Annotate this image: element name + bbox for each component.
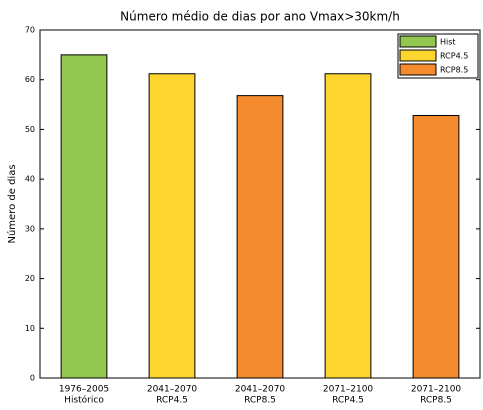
y-tick-label: 20	[25, 274, 35, 283]
bar	[324, 73, 372, 379]
legend-swatch	[399, 49, 437, 62]
y-tick-label: 30	[25, 224, 35, 233]
x-tick-label: 2071–2100	[411, 385, 462, 395]
y-axis-label: Número de dias	[6, 164, 18, 243]
x-tick-label: Histórico	[64, 395, 104, 406]
y-tick-label: 70	[25, 26, 35, 35]
legend-label: Hist	[440, 38, 456, 47]
x-tick-label: RCP8.5	[244, 396, 276, 406]
legend-label: RCP8.5	[440, 66, 468, 75]
y-tick-label: 60	[25, 75, 35, 84]
x-tick-label: RCP4.5	[332, 396, 364, 406]
y-tick-label: 40	[25, 175, 35, 184]
y-tick-label: 10	[25, 324, 35, 333]
legend-label: RCP4.5	[440, 52, 468, 61]
x-tick-label: RCP8.5	[420, 396, 452, 406]
bar	[148, 73, 196, 379]
x-tick-label: RCP4.5	[156, 396, 188, 406]
bar	[412, 115, 460, 379]
bar	[236, 95, 284, 379]
x-tick-label: 2071–2100	[323, 385, 374, 395]
x-tick-label: 2041–2070	[147, 385, 198, 395]
legend-swatch	[399, 63, 437, 76]
x-tick-label: 2041–2070	[235, 385, 286, 395]
x-tick-label: 1976–2005	[59, 385, 109, 395]
y-tick-label: 0	[30, 374, 35, 383]
chart-title: Número médio de dias por ano Vmax>30km/h	[120, 10, 400, 24]
bar	[60, 54, 108, 379]
y-tick-label: 50	[25, 125, 35, 134]
legend-swatch	[399, 35, 437, 48]
